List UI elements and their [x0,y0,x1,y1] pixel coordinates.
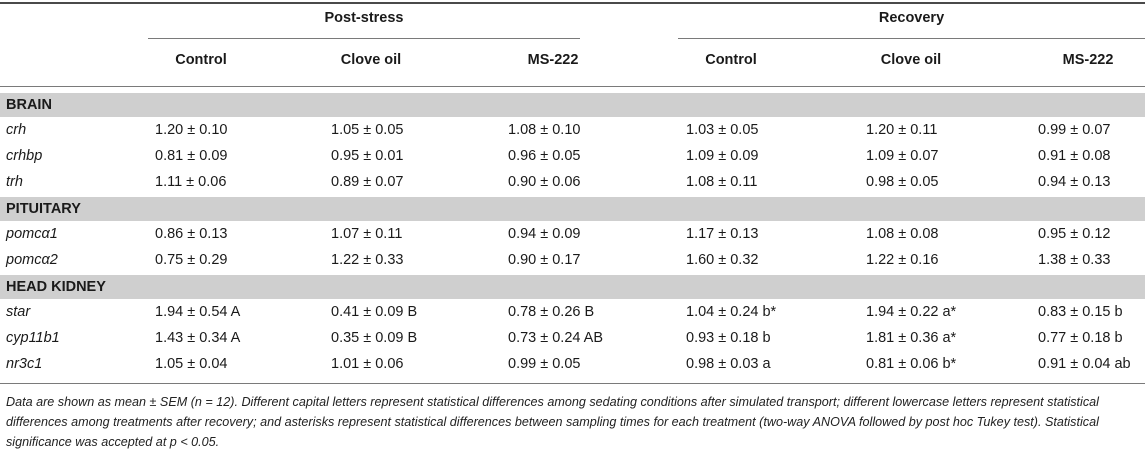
table-cell: 0.73 ± 0.24 AB [508,330,604,346]
section-title: BRAIN [6,97,52,113]
table-cell: 0.91 ± 0.08 [1038,148,1111,164]
table-cell: 1.38 ± 0.33 [1038,252,1111,268]
table-cell: 1.08 ± 0.10 [508,122,581,138]
table-cell: 1.08 ± 0.11 [686,174,758,190]
table-cell: 0.91 ± 0.04 ab [1038,356,1131,372]
gene-name: pomcα1 [6,226,58,242]
table-cell: 1.94 ± 0.22 a* [866,304,957,320]
table-cell: 0.94 ± 0.09 [508,226,581,242]
column-header-poststress-ms222: MS-222 [527,52,579,68]
section-band-pituitary: PITUITARY [0,197,1145,221]
table-cell: 0.81 ± 0.09 [155,148,228,164]
header-bottom-rule [0,86,1145,87]
table-cell: 0.77 ± 0.18 b [1038,330,1123,346]
table-cell: 0.99 ± 0.07 [1038,122,1111,138]
gene-name: nr3c1 [6,356,43,372]
table-cell: 1.03 ± 0.05 [686,122,759,138]
table-cell: 1.05 ± 0.04 [155,356,228,372]
table-cell: 0.83 ± 0.15 b [1038,304,1123,320]
table-cell: 1.20 ± 0.11 [866,122,938,138]
table-cell: 1.94 ± 0.54 A [155,304,241,320]
column-header-poststress-control: Control [175,52,227,68]
section-band-brain: BRAIN [0,93,1145,117]
table-cell: 0.90 ± 0.17 [508,252,581,268]
section-title: PITUITARY [6,201,81,217]
table-cell: 0.98 ± 0.05 [866,174,939,190]
table-cell: 1.81 ± 0.36 a* [866,330,957,346]
gene-name: crh [6,122,27,138]
group-header-recovery: Recovery [878,10,945,26]
table-cell: 1.11 ± 0.06 [155,174,227,190]
table-cell: 1.43 ± 0.34 A [155,330,241,346]
table-row: pomcα2 0.75 ± 0.29 1.22 ± 0.33 0.90 ± 0.… [0,247,1145,273]
table-cell: 0.94 ± 0.13 [1038,174,1111,190]
table-cell: 1.60 ± 0.32 [686,252,759,268]
table-cell: 0.78 ± 0.26 B [508,304,595,320]
column-header-recovery-clove-oil: Clove oil [880,52,942,68]
gene-name: crhbp [6,148,43,164]
table-cell: 1.04 ± 0.24 b* [686,304,777,320]
table-footnote: Data are shown as mean ± SEM (n = 12). D… [6,395,1099,449]
table-cell: 0.99 ± 0.05 [508,356,581,372]
table-cell: 1.09 ± 0.09 [686,148,759,164]
table-cell: 0.98 ± 0.03 a [686,356,771,372]
table-row: nr3c1 1.05 ± 0.04 1.01 ± 0.06 0.99 ± 0.0… [0,351,1145,377]
table-cell: 1.05 ± 0.05 [331,122,404,138]
column-header-recovery-ms222: MS-222 [1062,52,1114,68]
group-rule-poststress [148,38,580,39]
table-cell: 0.41 ± 0.09 B [331,304,418,320]
table-cell: 0.93 ± 0.18 b [686,330,771,346]
column-header-recovery-control: Control [705,52,757,68]
group-header-poststress: Post-stress [324,10,404,26]
table-cell: 1.09 ± 0.07 [866,148,939,164]
gene-name: trh [6,174,23,190]
table-cell: 0.95 ± 0.12 [1038,226,1111,242]
table-cell: 0.35 ± 0.09 B [331,330,418,346]
table-bottom-rule [0,383,1145,384]
table-cell: 0.96 ± 0.05 [508,148,581,164]
column-header-poststress-clove-oil: Clove oil [340,52,402,68]
table-cell: 1.08 ± 0.08 [866,226,939,242]
gene-name: cyp11b1 [6,330,60,346]
table-cell: 0.90 ± 0.06 [508,174,581,190]
section-title: HEAD KIDNEY [6,279,106,295]
table-cell: 1.07 ± 0.11 [331,226,403,242]
table-row: pomcα1 0.86 ± 0.13 1.07 ± 0.11 0.94 ± 0.… [0,221,1145,247]
table-cell: 0.75 ± 0.29 [155,252,228,268]
table-row: crh 1.20 ± 0.10 1.05 ± 0.05 1.08 ± 0.10 … [0,117,1145,143]
table-cell: 0.86 ± 0.13 [155,226,228,242]
table-cell: 1.20 ± 0.10 [155,122,228,138]
group-rule-recovery [678,38,1145,39]
table-cell: 0.89 ± 0.07 [331,174,404,190]
table-top-rule [0,2,1145,4]
table-row: cyp11b1 1.43 ± 0.34 A 0.35 ± 0.09 B 0.73… [0,325,1145,351]
table-cell: 1.01 ± 0.06 [331,356,404,372]
table-cell: 0.81 ± 0.06 b* [866,356,957,372]
table-cell: 1.22 ± 0.16 [866,252,939,268]
table-row: star 1.94 ± 0.54 A 0.41 ± 0.09 B 0.78 ± … [0,299,1145,325]
table-cell: 1.17 ± 0.13 [686,226,759,242]
table-cell: 0.95 ± 0.01 [331,148,404,164]
section-band-head-kidney: HEAD KIDNEY [0,275,1145,299]
gene-name: pomcα2 [6,252,58,268]
table-row: crhbp 0.81 ± 0.09 0.95 ± 0.01 0.96 ± 0.0… [0,143,1145,169]
table-row: trh 1.11 ± 0.06 0.89 ± 0.07 0.90 ± 0.06 … [0,169,1145,195]
gene-name: star [6,304,31,320]
table-cell: 1.22 ± 0.33 [331,252,404,268]
